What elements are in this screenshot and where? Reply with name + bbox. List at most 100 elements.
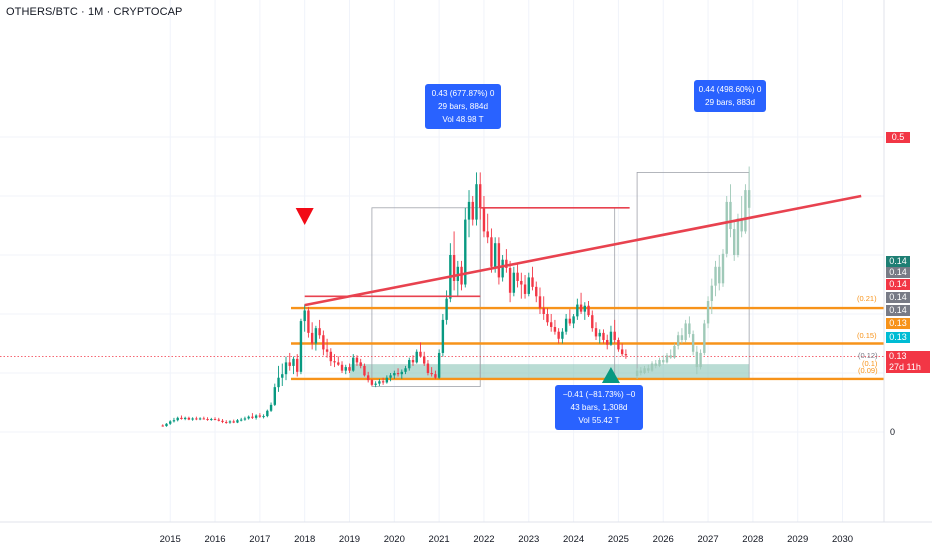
candle-body: [165, 423, 168, 427]
candle-body: [180, 417, 183, 420]
info-box-range-2025-2027: 0.44 (498.60%) 0 29 bars, 883d: [694, 80, 766, 112]
time-axis-year-label: 2025: [607, 534, 629, 545]
candle-body: [400, 371, 403, 375]
candle-body: [467, 201, 471, 220]
candle-body: [703, 323, 706, 353]
candle-body: [318, 328, 321, 336]
candle-body: [247, 416, 250, 419]
fib-level-label: (0.09): [858, 366, 878, 375]
candle-body: [445, 298, 448, 320]
candle-body: [594, 328, 598, 337]
date-range-boxes: [371, 171, 750, 387]
candle-body: [471, 201, 474, 220]
time-axis-year-label: 2029: [787, 534, 809, 545]
info-box-line: Vol 55.42 T: [578, 416, 620, 425]
candle-body: [393, 373, 396, 376]
candle-body: [169, 421, 172, 424]
candle-body: [322, 335, 325, 350]
time-axis-year-label: 2016: [204, 534, 226, 545]
candle-body: [673, 345, 676, 358]
info-box-line: 0.43 (677.87%) 0: [431, 89, 495, 98]
info-box-range-2022-2024: −0.41 (−81.73%) −0 43 bars, 1,308d Vol 5…: [555, 385, 643, 430]
candle-body: [228, 421, 232, 423]
candle-body: [441, 319, 445, 353]
candle-body: [699, 352, 702, 368]
time-axis-year-label: 2020: [383, 534, 405, 545]
candle-body: [355, 357, 359, 363]
symbol-title: OTHERS/BTC · 1M · CRYPTOCAP: [6, 6, 183, 18]
date-price-range-box: [371, 207, 481, 387]
candle-body: [426, 363, 430, 373]
candle-body: [490, 237, 493, 267]
candle-body: [359, 362, 362, 366]
candle-body: [437, 352, 441, 378]
candle-body: [344, 367, 347, 371]
accumulation-zone: [349, 364, 750, 379]
candle-body: [479, 184, 482, 208]
time-axis-year-label: 2019: [338, 534, 361, 545]
candle-body: [538, 296, 542, 309]
candle-body: [385, 377, 389, 383]
candle-body: [475, 184, 478, 220]
candle-body: [284, 362, 288, 375]
time-axis-year-label: 2028: [742, 534, 764, 545]
candle-body: [598, 332, 601, 337]
candle-body: [303, 310, 306, 322]
drawing-tools: [295, 98, 862, 383]
candle-body: [352, 357, 355, 371]
info-box-line: Vol 48.98 T: [442, 115, 484, 124]
candle-body: [531, 277, 534, 287]
candle-body: [568, 318, 572, 324]
candle-body: [277, 377, 280, 388]
candle-body: [647, 368, 650, 371]
candle-body: [650, 363, 654, 371]
candle-body: [482, 207, 486, 232]
candle-body: [378, 381, 381, 384]
fib-level-label: (0.1): [862, 359, 878, 368]
candle-body: [658, 360, 661, 366]
candle-body: [183, 417, 187, 420]
candle-countdown: 27d 11h: [889, 361, 921, 372]
candle-body: [635, 370, 639, 376]
candle-body: [676, 335, 680, 346]
time-axis-year-label: 2017: [249, 534, 271, 545]
candle-body: [561, 331, 564, 339]
candle-body: [191, 418, 194, 420]
price-scale-badge: 0.13: [886, 318, 910, 329]
candle-body: [620, 349, 624, 355]
candle-body: [452, 255, 456, 281]
time-axis-year-label: 2015: [159, 534, 181, 545]
candle-body: [744, 190, 747, 232]
fib-level-label: (0.21): [857, 294, 877, 303]
time-axis-year-label: 2030: [831, 534, 854, 545]
candle-body: [288, 362, 291, 366]
candle-body: [411, 360, 415, 363]
fib-level-label: (0.12): [858, 351, 878, 360]
candle-body: [340, 364, 344, 371]
candle-body: [396, 373, 400, 375]
accumulation-zone-layer: [349, 364, 750, 379]
candle-body: [281, 374, 284, 378]
candle-body: [254, 415, 258, 418]
time-axis-year-label: 2023: [518, 534, 540, 545]
candle-body: [587, 305, 590, 316]
resistance-trendline: [304, 194, 862, 307]
candle-body: [747, 190, 751, 208]
candle-body: [546, 314, 549, 323]
candle-body: [714, 266, 717, 286]
time-axis-year-label: 2022: [473, 534, 495, 545]
candle-body: [187, 417, 191, 420]
candle-body: [430, 373, 433, 375]
candle-body: [408, 360, 411, 369]
candle-body: [669, 355, 672, 358]
candle-body: [404, 368, 407, 372]
candle-body: [553, 326, 557, 332]
candle-body: [542, 308, 545, 314]
candle-body: [516, 272, 519, 281]
price-scale-badge: 0.14: [886, 267, 910, 278]
time-axis-year-label: 2018: [294, 534, 316, 545]
candle-body: [579, 304, 583, 312]
candle-body: [329, 351, 333, 362]
candle-body: [172, 420, 176, 422]
